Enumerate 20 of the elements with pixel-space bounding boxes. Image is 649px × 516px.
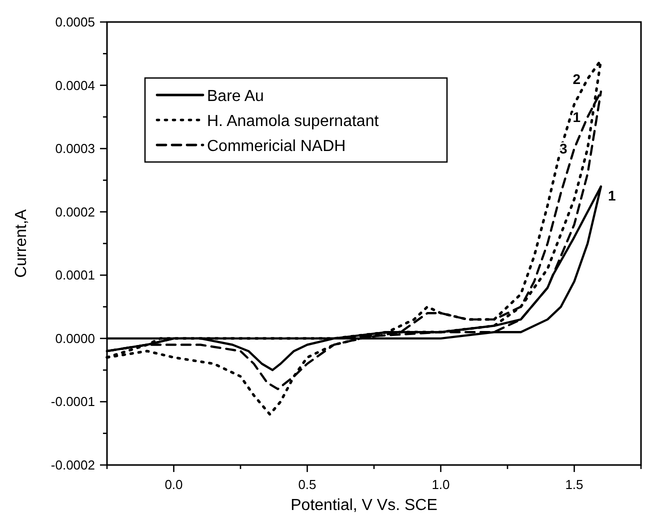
annotation: 1 (572, 108, 581, 125)
y-axis-title: Current,A (13, 208, 30, 278)
x-tick-label: 1.5 (565, 477, 584, 492)
annotation: 2 (572, 70, 581, 87)
y-tick-label: -0.0001 (50, 394, 95, 410)
legend-label: Commericial NADH (207, 138, 346, 155)
x-axis-title: Potential, V Vs. SCE (290, 497, 438, 514)
legend-label: Bare Au (207, 88, 264, 105)
y-tick-label: -0.0002 (50, 458, 95, 472)
x-tick-label: 1.0 (432, 477, 450, 492)
x-tick-label: 0.0 (164, 477, 183, 492)
annotation: 1 (608, 188, 616, 204)
y-tick-label: 0.0000 (55, 330, 95, 346)
legend-label: H. Anamola supernatant (207, 113, 380, 130)
y-tick-label: 0.0004 (55, 78, 95, 93)
y-tick-label: 0.0001 (55, 268, 95, 283)
y-tick-label: 0.0002 (55, 204, 95, 220)
y-tick-label: 0.0003 (55, 141, 95, 156)
y-tick-label: 0.0005 (55, 14, 95, 30)
x-tick-label: 0.5 (298, 477, 316, 492)
